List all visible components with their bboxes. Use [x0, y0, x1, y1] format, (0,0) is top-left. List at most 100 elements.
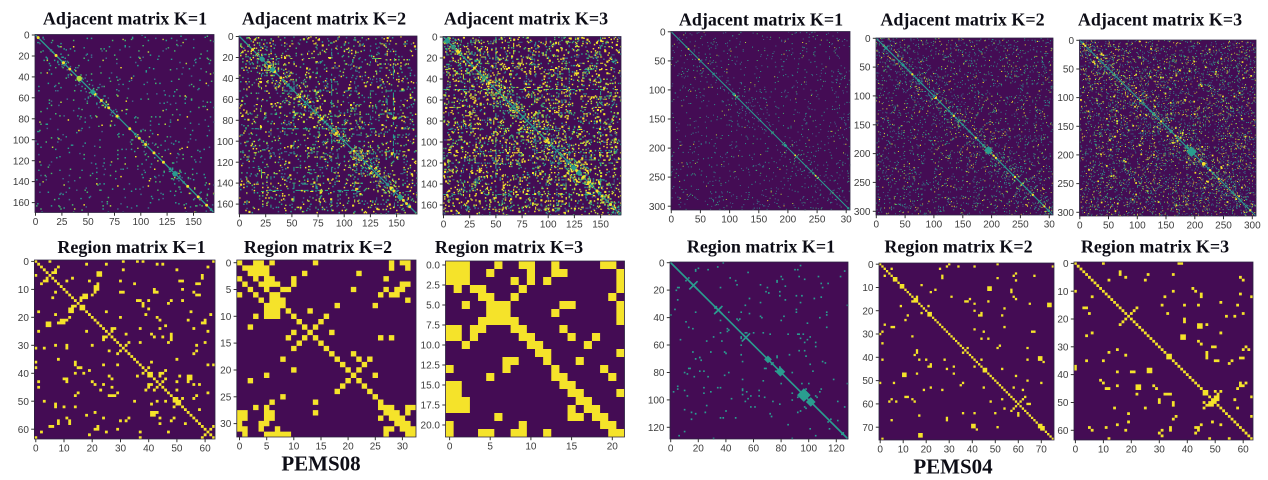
svg-text:120: 120 — [828, 444, 845, 455]
svg-text:30: 30 — [944, 445, 956, 456]
svg-text:0: 0 — [226, 258, 232, 269]
svg-text:100: 100 — [1129, 221, 1146, 232]
svg-text:40: 40 — [18, 73, 30, 84]
svg-text:100: 100 — [854, 92, 871, 103]
svg-text:Region matrix K=3: Region matrix K=3 — [1081, 237, 1229, 257]
svg-text:140: 140 — [421, 180, 438, 191]
svg-text:250: 250 — [809, 215, 826, 226]
svg-text:100: 100 — [217, 137, 234, 148]
svg-text:20.0: 20.0 — [421, 421, 441, 432]
svg-text:Adjacent matrix K=2: Adjacent matrix K=2 — [880, 10, 1044, 30]
svg-text:10: 10 — [1057, 287, 1069, 298]
svg-text:0: 0 — [868, 260, 874, 271]
svg-text:30: 30 — [841, 215, 853, 226]
svg-text:5: 5 — [226, 285, 232, 296]
svg-text:50: 50 — [859, 63, 871, 74]
svg-text:50: 50 — [862, 376, 874, 387]
svg-text:80: 80 — [18, 114, 30, 125]
svg-text:Region matrix K=2: Region matrix K=2 — [884, 237, 1032, 257]
svg-text:2.5: 2.5 — [426, 281, 440, 292]
svg-text:20: 20 — [18, 52, 30, 63]
svg-text:40: 40 — [222, 74, 234, 85]
svg-text:10.0: 10.0 — [421, 341, 441, 352]
svg-text:0: 0 — [441, 220, 447, 231]
svg-text:10: 10 — [1098, 445, 1110, 456]
svg-text:10: 10 — [898, 445, 910, 456]
svg-text:50: 50 — [286, 219, 298, 230]
svg-text:Adjacent matrix K=1: Adjacent matrix K=1 — [679, 10, 843, 30]
svg-text:120: 120 — [13, 156, 30, 167]
svg-text:150: 150 — [1158, 221, 1175, 232]
svg-text:100: 100 — [1057, 93, 1074, 104]
svg-text:200: 200 — [1186, 221, 1203, 232]
svg-text:0: 0 — [874, 220, 880, 231]
svg-text:250: 250 — [649, 173, 666, 184]
svg-text:5.0: 5.0 — [426, 301, 440, 312]
svg-text:60: 60 — [1013, 445, 1025, 456]
svg-text:20: 20 — [693, 444, 705, 455]
svg-text:0: 0 — [24, 31, 30, 42]
svg-text:0: 0 — [1073, 445, 1079, 456]
svg-text:0: 0 — [432, 33, 438, 44]
svg-text:0: 0 — [33, 217, 39, 228]
svg-text:200: 200 — [780, 215, 797, 226]
svg-text:Region matrix K=1: Region matrix K=1 — [57, 237, 205, 257]
svg-text:150: 150 — [750, 215, 767, 226]
svg-text:PEMS08: PEMS08 — [281, 452, 360, 476]
svg-text:60: 60 — [426, 96, 438, 107]
svg-text:0: 0 — [33, 444, 39, 455]
svg-text:50: 50 — [18, 397, 30, 408]
svg-text:20: 20 — [18, 313, 30, 324]
svg-text:30: 30 — [220, 419, 232, 430]
svg-text:20: 20 — [862, 306, 874, 317]
svg-text:0: 0 — [865, 34, 871, 45]
svg-text:120: 120 — [217, 158, 234, 169]
svg-text:15.0: 15.0 — [421, 381, 441, 392]
svg-text:0: 0 — [228, 32, 234, 43]
svg-text:10: 10 — [18, 285, 30, 296]
svg-text:75: 75 — [313, 219, 325, 230]
svg-text:25: 25 — [464, 220, 476, 231]
svg-text:60: 60 — [18, 425, 30, 436]
svg-text:25: 25 — [220, 392, 232, 403]
svg-text:120: 120 — [648, 423, 665, 434]
svg-text:0: 0 — [23, 257, 29, 268]
svg-text:70: 70 — [1036, 445, 1048, 456]
svg-text:10: 10 — [862, 283, 874, 294]
svg-text:10: 10 — [58, 444, 70, 455]
svg-text:50: 50 — [1057, 398, 1069, 409]
svg-text:125: 125 — [159, 217, 176, 228]
svg-text:20: 20 — [1126, 445, 1138, 456]
svg-text:50: 50 — [990, 445, 1002, 456]
svg-text:40: 40 — [18, 369, 30, 380]
svg-text:250: 250 — [1012, 220, 1029, 231]
svg-text:12.5: 12.5 — [421, 361, 441, 372]
svg-text:150: 150 — [649, 115, 666, 126]
svg-text:0: 0 — [668, 444, 674, 455]
svg-text:160: 160 — [13, 198, 30, 209]
svg-text:30: 30 — [1044, 220, 1056, 231]
svg-text:250: 250 — [854, 178, 871, 189]
svg-text:50: 50 — [490, 220, 502, 231]
svg-text:300: 300 — [854, 207, 871, 218]
svg-text:15: 15 — [566, 442, 578, 453]
svg-text:150: 150 — [954, 220, 971, 231]
svg-text:40: 40 — [143, 444, 155, 455]
svg-text:100: 100 — [648, 396, 665, 407]
svg-text:0: 0 — [237, 442, 243, 453]
svg-text:50: 50 — [695, 215, 707, 226]
svg-text:30: 30 — [1154, 445, 1166, 456]
svg-text:30: 30 — [115, 444, 127, 455]
svg-text:50: 50 — [1210, 445, 1222, 456]
svg-text:10: 10 — [525, 442, 537, 453]
svg-text:80: 80 — [776, 444, 788, 455]
svg-text:50: 50 — [1063, 65, 1075, 76]
svg-text:50: 50 — [900, 220, 912, 231]
svg-text:15: 15 — [315, 442, 327, 453]
svg-text:80: 80 — [426, 117, 438, 128]
svg-text:150: 150 — [185, 217, 202, 228]
svg-text:300: 300 — [1057, 208, 1074, 219]
svg-text:60: 60 — [1057, 426, 1069, 437]
svg-text:0: 0 — [1068, 36, 1074, 47]
svg-text:0: 0 — [659, 258, 665, 269]
